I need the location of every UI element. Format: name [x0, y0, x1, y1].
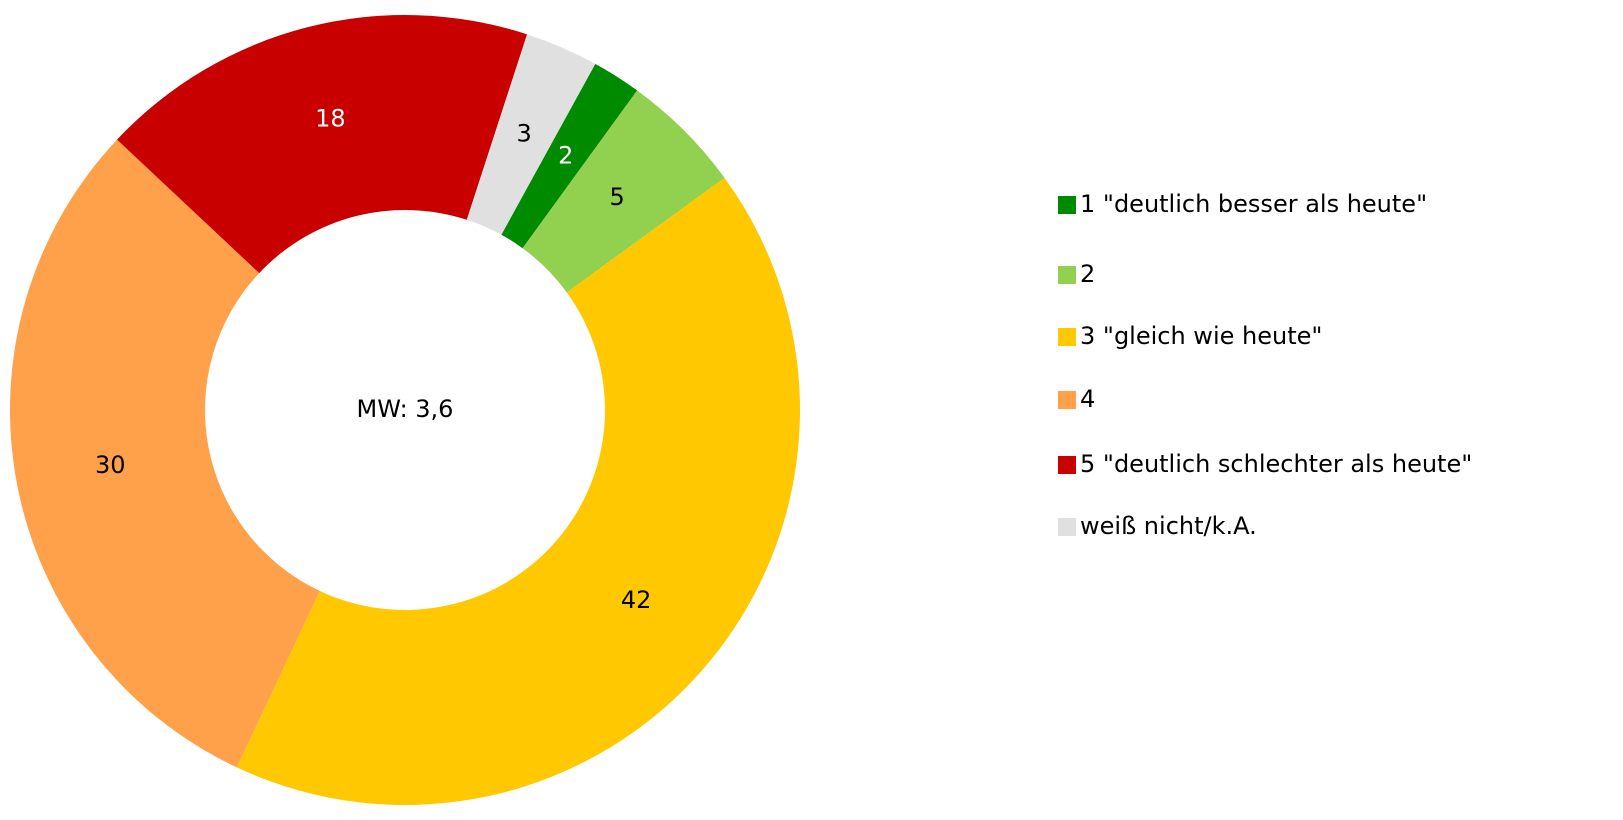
- data-label: 30: [95, 451, 126, 479]
- donut-slice: [9, 139, 320, 768]
- legend-label: 1 "deutlich besser als heute": [1080, 190, 1427, 218]
- legend-label: 4: [1080, 385, 1095, 413]
- legend-label: 5 "deutlich schlechter als heute": [1080, 450, 1472, 478]
- legend-swatch: [1058, 518, 1076, 536]
- data-label: 3: [517, 120, 532, 148]
- data-label: 5: [609, 183, 624, 211]
- donut-slice: [117, 15, 528, 274]
- donut-slice: [236, 177, 800, 805]
- data-label: 2: [558, 142, 573, 170]
- data-label: 42: [621, 586, 652, 614]
- legend-label: 3 "gleich wie heute": [1080, 322, 1322, 350]
- legend-label: 2: [1080, 260, 1095, 288]
- legend-swatch: [1058, 328, 1076, 346]
- legend-label: weiß nicht/k.A.: [1080, 512, 1257, 540]
- legend-swatch: [1058, 391, 1076, 409]
- donut-slice: [466, 34, 596, 235]
- legend-swatch: [1058, 196, 1076, 214]
- center-label: MW: 3,6: [357, 395, 454, 423]
- legend-swatch: [1058, 266, 1076, 284]
- data-label: 18: [315, 104, 346, 132]
- donut-slice: [501, 63, 638, 249]
- donut-slice: [522, 90, 725, 293]
- legend-swatch: [1058, 456, 1076, 474]
